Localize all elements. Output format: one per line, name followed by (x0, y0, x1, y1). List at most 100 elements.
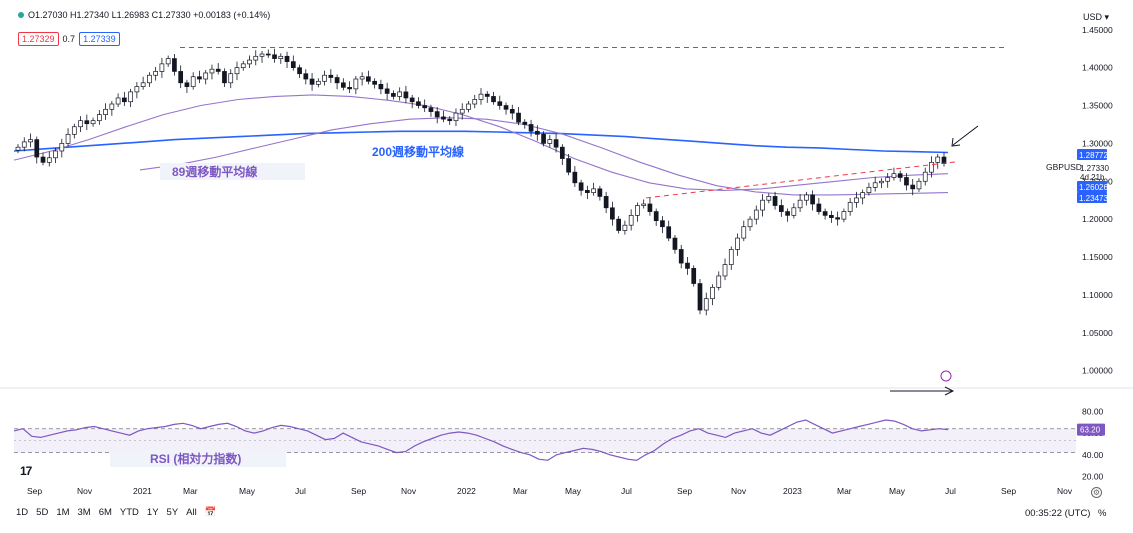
ma89-upper-badge (1077, 181, 1107, 192)
candle-body (353, 78, 359, 90)
candle-body (710, 286, 715, 300)
symbol-label: GBPUSD (1046, 162, 1082, 172)
candle-body (760, 199, 765, 211)
tf-all[interactable]: All (186, 507, 197, 518)
time-tick-label: 2022 (457, 486, 476, 496)
candle-body (115, 97, 121, 105)
percent-toggle[interactable]: % (1098, 508, 1107, 519)
candle-body (597, 188, 603, 197)
currency-selector[interactable]: USD ▾ (1083, 12, 1110, 22)
pointer-arrowhead-icon (951, 137, 961, 147)
candle-body (59, 143, 65, 152)
candle-body (209, 68, 215, 74)
tf-3m[interactable]: 3M (77, 507, 91, 518)
buy-price[interactable]: 1.27339 (79, 32, 120, 46)
tf-6m[interactable]: 6M (98, 507, 112, 518)
candle-body (829, 215, 834, 218)
candle-body (315, 80, 321, 85)
candle-body (78, 120, 83, 128)
candle-body (922, 171, 928, 182)
candle-body (359, 76, 365, 80)
candle-body (534, 130, 540, 135)
tf-ytd[interactable]: YTD (119, 507, 139, 518)
candle-body (153, 71, 158, 76)
timeframe-bar: 1D 5D 1M 3M 6M YTD 1Y 5Y All 📅 (16, 507, 217, 518)
candle-body (647, 203, 653, 212)
candle-body (28, 139, 33, 143)
drawings: 89週移動平均線 200週移動平均線 RSI (相対力指数) (110, 47, 1005, 467)
time-tick-label: 2021 (133, 486, 152, 496)
ohlc-legend: O1.27030 H1.27340 L1.26983 C1.27330 +0.0… (18, 10, 270, 20)
candle-body (71, 126, 77, 135)
candle-body (891, 173, 897, 178)
rsi-label-bg (110, 450, 286, 467)
countdown-label: 4d 21h (1080, 173, 1104, 182)
candle-body (503, 105, 509, 110)
sell-price[interactable]: 1.27329 (18, 32, 59, 46)
candle-body (328, 74, 334, 78)
candle-body (140, 82, 146, 87)
tf-1y[interactable]: 1Y (146, 507, 159, 518)
candle-body (628, 215, 634, 226)
market-status-icon (18, 12, 24, 18)
tf-5y[interactable]: 5Y (166, 507, 179, 518)
candle-body (147, 74, 152, 84)
candle-body (603, 196, 609, 209)
candles (15, 48, 947, 316)
candle-body (184, 82, 190, 87)
candle-body (553, 139, 559, 148)
tf-1d[interactable]: 1D (16, 507, 29, 518)
time-tick-label: Mar (513, 486, 528, 496)
candle-body (522, 121, 528, 125)
candle-body (278, 55, 284, 59)
candle-body (84, 120, 90, 125)
candle-body (203, 72, 209, 80)
event-marker-icon (940, 370, 952, 382)
candle-body (791, 207, 797, 216)
time-tick-label: May (889, 486, 906, 496)
candle-body (397, 91, 403, 97)
candle-body (197, 76, 202, 80)
candle-body (409, 97, 415, 103)
candle-body (172, 58, 177, 72)
candle-body (103, 108, 108, 115)
candle-body (897, 173, 903, 178)
candle-body (541, 133, 546, 144)
bid-ask-boxes[interactable]: 1.27329 0.7 1.27339 (18, 32, 120, 46)
price-tick-label: 1.45000 (1082, 25, 1113, 35)
utc-clock[interactable]: 00:35:22 (UTC) (1025, 508, 1091, 519)
date-range-icon[interactable]: 📅 (204, 507, 217, 518)
time-tick-label: Nov (731, 486, 747, 496)
candle-body (860, 192, 866, 199)
time-tick-label: Nov (77, 486, 93, 496)
candle-body (222, 71, 227, 84)
last-price-label: 1.27330 (1080, 164, 1109, 173)
candle-body (753, 209, 759, 220)
ma200-label: 200週移動平均線 (372, 144, 464, 159)
tf-5d[interactable]: 5D (36, 507, 49, 518)
candle-body (747, 218, 753, 228)
time-tick-label: Sep (351, 486, 366, 496)
candle-body (841, 211, 847, 220)
candle-body (472, 99, 478, 105)
candle-body (190, 76, 196, 87)
neckline-trendline (645, 161, 959, 199)
spread-value: 0.7 (62, 34, 76, 44)
time-tick-label: Sep (1001, 486, 1016, 496)
candle-body (735, 237, 740, 250)
candle-body (929, 161, 934, 173)
price-tick-label: 1.35000 (1082, 101, 1113, 111)
candle-body (441, 116, 446, 120)
settings-icon[interactable]: ⚙ (1091, 487, 1102, 498)
candle-body (847, 202, 853, 212)
candle-body (366, 76, 371, 82)
candle-body (622, 224, 628, 231)
rsi-tick-label: 40.00 (1082, 450, 1104, 460)
price-tick-label: 1.10000 (1082, 290, 1113, 300)
candle-body (466, 103, 471, 110)
candle-body (585, 190, 590, 193)
tradingview-logo-icon: 17 (20, 464, 32, 478)
candle-body (478, 93, 484, 100)
tf-1m[interactable]: 1M (56, 507, 70, 518)
